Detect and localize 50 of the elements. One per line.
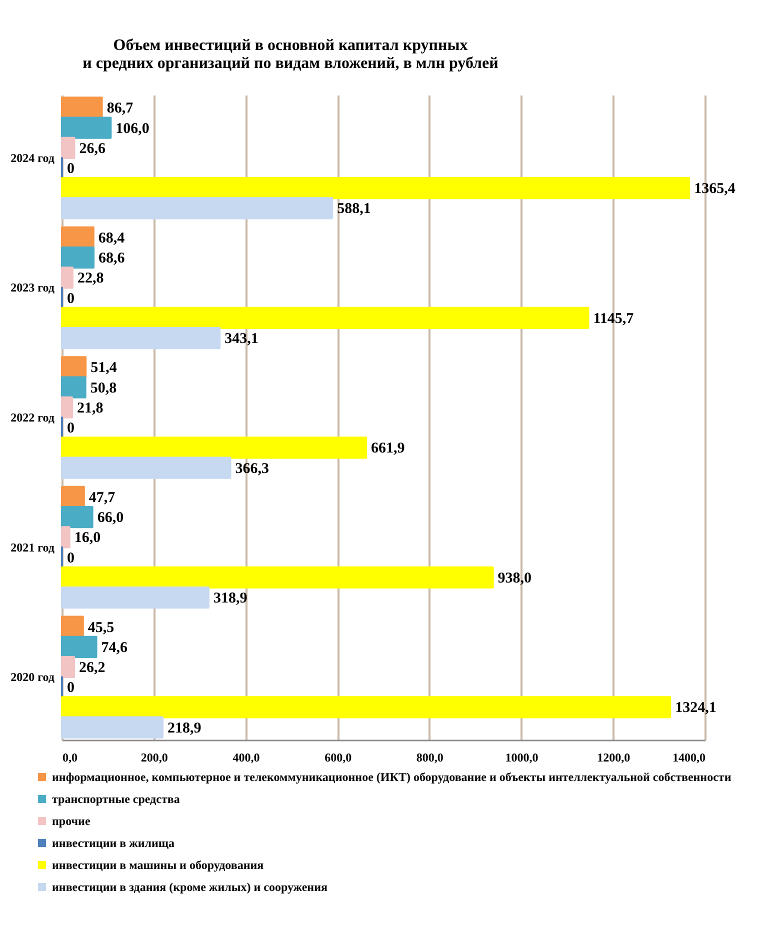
- data-label: 66,0: [97, 510, 124, 526]
- data-label: 26,6: [79, 140, 106, 157]
- data-label: 1145,7: [593, 310, 634, 327]
- legend-label: информационное, компьютерное и телекоммуникационное (ИКТ) оборудование и объекты интеллектуальной собственности: [52, 770, 732, 784]
- legend-label: прочие: [52, 814, 91, 828]
- data-label: 68,6: [98, 250, 126, 267]
- legend-label: инвестиции в жилища: [52, 836, 175, 850]
- data-label: 0: [67, 290, 74, 307]
- y-tick-label: 2020 год: [10, 670, 54, 684]
- data-label: 106,0: [116, 120, 150, 137]
- x-tick-label: 1200,0: [597, 750, 630, 764]
- x-tick-label: 1000,0: [505, 750, 538, 764]
- data-label: 51,4: [90, 360, 118, 376]
- y-tick-label: 2023 год: [10, 280, 54, 295]
- y-tick-label: 2022 год: [10, 410, 54, 424]
- y-tick-label: 2024 год: [10, 150, 54, 165]
- x-tick-label: 0,0: [62, 750, 78, 764]
- data-label: 21,8: [77, 400, 104, 416]
- data-label: 366,3: [235, 460, 269, 477]
- data-label: 588,1: [337, 201, 371, 218]
- x-tick-label: 600,0: [324, 750, 352, 764]
- legend-label: инвестиции в здания (кроме жилых) и сооружения: [52, 880, 328, 894]
- data-label: 86,7: [106, 100, 134, 117]
- y-tick-label: 2021 год: [10, 540, 54, 554]
- data-label: 938,0: [498, 570, 532, 586]
- data-label: 22,8: [77, 270, 104, 287]
- data-label: 343,1: [224, 331, 258, 348]
- data-label: 318,9: [213, 590, 248, 607]
- data-label: 1324,1: [675, 700, 716, 716]
- data-label: 0: [67, 420, 74, 437]
- data-label: 1365,4: [694, 181, 736, 198]
- data-label: 68,4: [98, 230, 126, 246]
- data-label: 0: [67, 161, 74, 177]
- data-label: 0: [67, 680, 74, 696]
- x-tick-label: 200,0: [140, 750, 168, 764]
- x-tick-label: 400,0: [232, 750, 260, 764]
- legend-label: инвестиции в машины и оборудования: [52, 858, 264, 872]
- data-label: 47,7: [88, 490, 116, 506]
- data-label: 661,9: [371, 440, 405, 457]
- chart-title: Объем инвестиций в основной капитал крупных и средних организаций по видам вложений, в млн рублей: [82, 37, 498, 72]
- legend-label: транспортные средства: [52, 792, 180, 806]
- x-tick-label: 800,0: [416, 750, 444, 764]
- data-label: 45,5: [88, 620, 114, 636]
- data-label: 0: [67, 550, 74, 566]
- data-label: 74,6: [101, 640, 128, 656]
- data-label: 26,2: [79, 660, 106, 676]
- data-label: 218,9: [168, 720, 202, 736]
- x-tick-label: 1400,0: [672, 750, 706, 764]
- data-label: 50,8: [90, 380, 117, 396]
- data-label: 16,0: [74, 530, 101, 546]
